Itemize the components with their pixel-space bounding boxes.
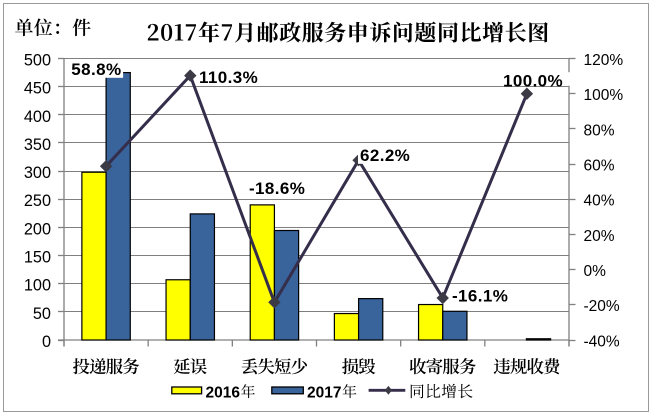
svg-text:2016: 2016 (206, 385, 241, 402)
svg-text:100: 100 (24, 277, 51, 295)
svg-text:0%: 0% (584, 263, 607, 280)
svg-text:-16.1%: -16.1% (452, 287, 508, 306)
svg-text:110.3%: 110.3% (199, 68, 258, 87)
svg-text:450: 450 (24, 80, 51, 98)
svg-text:100%: 100% (584, 87, 624, 104)
svg-text:400: 400 (24, 108, 51, 126)
svg-text:200: 200 (24, 220, 51, 238)
svg-text:-20%: -20% (584, 298, 620, 315)
svg-text:60%: 60% (584, 158, 615, 175)
svg-text:120%: 120% (584, 52, 624, 69)
svg-text:500: 500 (24, 52, 51, 70)
svg-text:50: 50 (33, 305, 51, 323)
svg-text:150: 150 (24, 249, 51, 267)
svg-text:58.8%: 58.8% (71, 60, 121, 79)
svg-text:80%: 80% (584, 122, 615, 139)
svg-text:350: 350 (24, 136, 51, 154)
svg-text:300: 300 (24, 164, 51, 182)
svg-text:62.2%: 62.2% (360, 146, 410, 165)
svg-text:40%: 40% (584, 193, 615, 210)
svg-text:-40%: -40% (584, 333, 620, 350)
svg-text:0: 0 (42, 333, 51, 351)
svg-text:100.0%: 100.0% (503, 72, 563, 91)
svg-text:2017: 2017 (307, 385, 341, 402)
svg-text:-18.6%: -18.6% (249, 179, 305, 198)
svg-text:20%: 20% (584, 228, 615, 245)
svg-text:250: 250 (24, 192, 51, 210)
